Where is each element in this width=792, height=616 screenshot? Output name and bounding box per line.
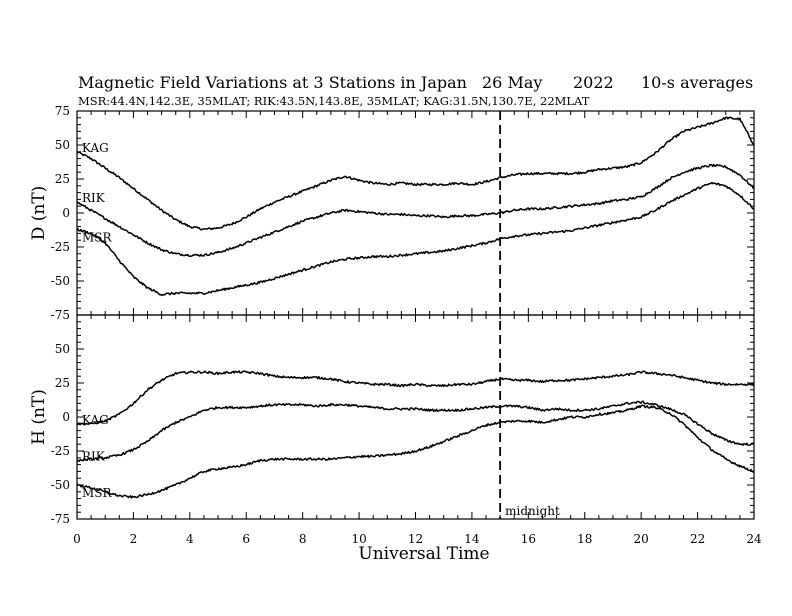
x-tick-label-12: 24 [746, 532, 762, 546]
y-axis-title-0: D (nT) [29, 186, 49, 241]
series-label-kag-0: KAG [82, 141, 109, 155]
y-tick-label-1-3: 0 [62, 410, 70, 424]
chart-title-main: Magnetic Field Variations at 3 Stations … [78, 73, 467, 92]
y-tick-label-0-5: -50 [51, 274, 70, 288]
x-tick-label-8: 16 [521, 532, 536, 546]
chart-title-year: 2022 [573, 73, 614, 92]
x-tick-label-11: 22 [690, 532, 705, 546]
x-tick-label-3: 6 [242, 532, 250, 546]
series-line-kag-0 [76, 116, 755, 231]
x-tick-label-1: 2 [130, 532, 138, 546]
series-label-msr-0: MSR [82, 230, 113, 244]
y-tick-label-0-0: 75 [55, 104, 70, 118]
y-tick-label-1-2: 25 [55, 376, 70, 390]
series-label-kag-1: KAG [82, 413, 109, 427]
x-axis-title: Universal Time [358, 544, 489, 564]
x-tick-label-2: 4 [186, 532, 194, 546]
y-axis-title-1: H (nT) [29, 389, 49, 445]
y-tick-label-1-4: -25 [51, 444, 70, 458]
midnight-label: midnight [505, 504, 560, 518]
series-line-rik-0 [76, 163, 755, 257]
x-tick-label-10: 20 [634, 532, 649, 546]
series-line-msr-0 [76, 181, 755, 297]
y-tick-label-0-6: -75 [51, 308, 70, 322]
series-line-rik-1 [76, 400, 755, 463]
series-label-msr-1: MSR [82, 486, 113, 500]
panel-frame-1 [76, 314, 755, 520]
chart-title-date: 26 May [482, 73, 542, 92]
series-label-rik-1: RIK [82, 450, 106, 464]
panel-frame-0 [76, 110, 755, 316]
x-tick-label-9: 18 [577, 532, 592, 546]
x-tick-label-7: 14 [464, 532, 480, 546]
y-tick-label-1-1: 50 [55, 342, 70, 356]
series-line-kag-1 [76, 370, 755, 426]
series-line-msr-1 [76, 404, 755, 499]
y-tick-label-0-1: 50 [55, 138, 70, 152]
chart-subtitle: MSR:44.4N,142.3E, 35MLAT; RIK:43.5N,143.… [78, 94, 590, 108]
plot-layer: 75 50 25 0 -25 -50 -75 D (nT) KAG RIK MSR 50 25 0 -25 -… [29, 104, 762, 546]
x-tick-label-6: 12 [408, 532, 423, 546]
y-tick-label-1-6: -75 [51, 512, 70, 526]
chart-title-averaging: 10-s averages [641, 73, 753, 92]
x-tick-label-4: 8 [299, 532, 307, 546]
y-tick-label-0-4: -25 [51, 240, 70, 254]
y-tick-label-1-5: -50 [51, 478, 70, 492]
x-tick-label-0: 0 [73, 532, 81, 546]
series-label-rik-0: RIK [82, 191, 106, 205]
x-tick-label-5: 10 [351, 532, 366, 546]
y-tick-label-0-2: 25 [55, 172, 70, 186]
y-tick-label-0-3: 0 [62, 206, 70, 220]
